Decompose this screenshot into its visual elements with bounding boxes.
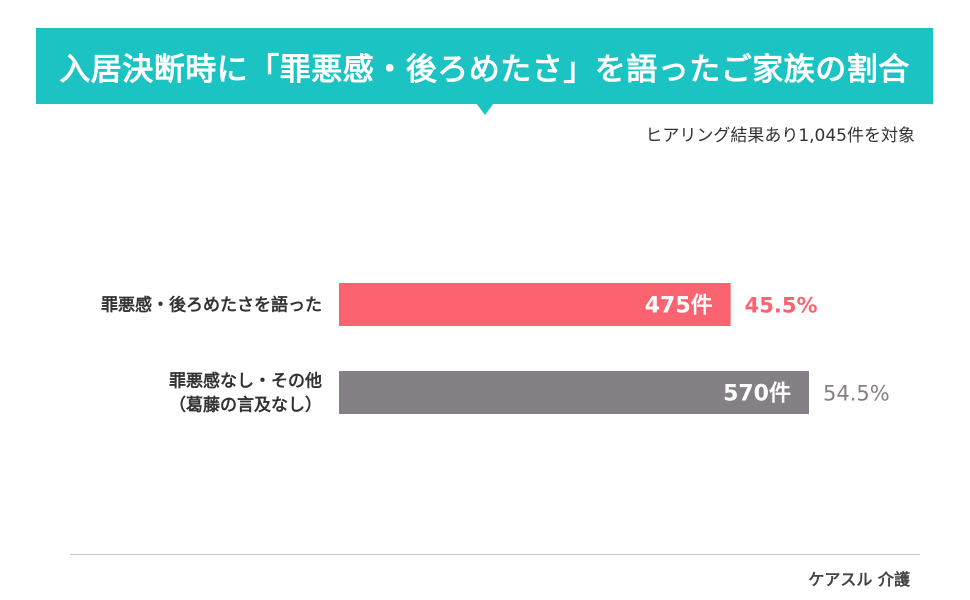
bar-value-label-2: 570件 <box>723 382 791 407</box>
category-label-2-line-2: （葛藤の言及なし） <box>169 395 322 416</box>
title-banner: 入居決断時に「罪悪感・後ろめたさ」を語ったご家族の割合 <box>36 28 933 104</box>
footer-divider <box>70 554 920 555</box>
bar-percent-label-1: 45.5% <box>745 294 818 318</box>
title-banner-bg <box>36 28 933 104</box>
chart-title: 入居決断時に「罪悪感・後ろめたさ」を語ったご家族の割合 <box>59 51 910 88</box>
bar-value-label-1: 475件 <box>645 294 713 319</box>
footer-credit: ケアスル 介護 <box>808 570 910 589</box>
category-label-2-line-1: 罪悪感なし・その他 <box>169 371 322 392</box>
bar-percent-label-2: 54.5% <box>823 382 890 406</box>
bar-2 <box>339 371 809 414</box>
bar-1 <box>339 283 731 326</box>
category-label-1: 罪悪感・後ろめたさを語った <box>101 295 322 316</box>
chart-subtitle: ヒアリング結果あり1,045件を対象 <box>645 126 915 146</box>
title-pointer <box>476 103 494 115</box>
